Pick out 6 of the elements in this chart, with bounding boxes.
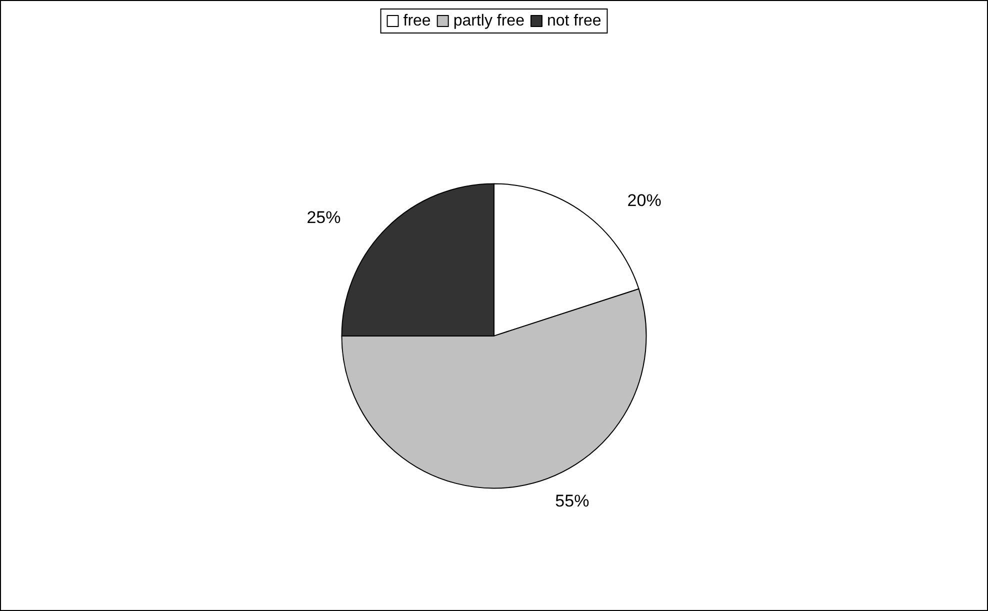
legend-label: partly free [453,12,525,30]
data-label: 20% [627,191,662,210]
legend-label: free [403,12,431,30]
legend-label: not free [546,12,602,30]
data-label: 25% [306,208,341,228]
data-label: 55% [555,492,590,511]
